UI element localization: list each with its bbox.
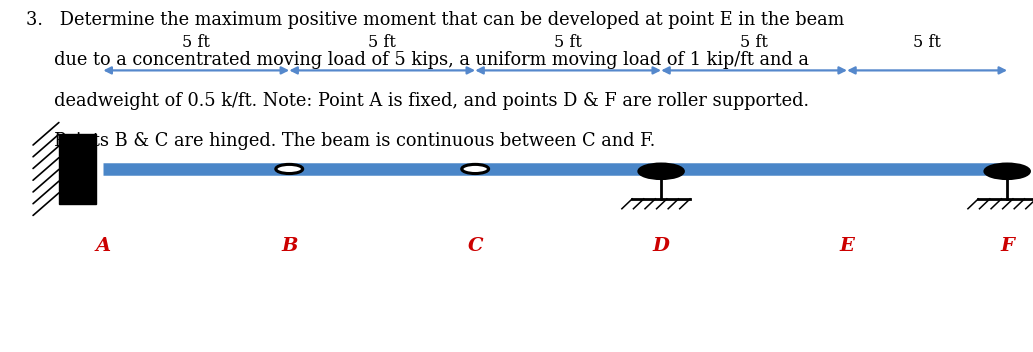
Text: 3.   Determine the maximum positive moment that can be developed at point E in t: 3. Determine the maximum positive moment… <box>26 11 844 29</box>
Circle shape <box>984 164 1030 179</box>
Text: 5 ft: 5 ft <box>183 34 210 51</box>
Bar <box>59 134 96 204</box>
Text: due to a concentrated moving load of 5 kips, a uniform moving load of 1 kip/ft a: due to a concentrated moving load of 5 k… <box>26 51 809 69</box>
Text: E: E <box>840 237 854 256</box>
Text: B: B <box>281 237 298 256</box>
Text: F: F <box>1000 237 1014 256</box>
Text: Points B & C are hinged. The beam is continuous between C and F.: Points B & C are hinged. The beam is con… <box>26 132 655 150</box>
Text: 5 ft: 5 ft <box>369 34 396 51</box>
Text: D: D <box>653 237 669 256</box>
Text: 5 ft: 5 ft <box>913 34 941 51</box>
Text: A: A <box>96 237 111 256</box>
Circle shape <box>462 164 489 174</box>
Text: 5 ft: 5 ft <box>555 34 582 51</box>
Text: 5 ft: 5 ft <box>741 34 768 51</box>
Text: C: C <box>467 237 483 256</box>
Text: deadweight of 0.5 k/ft. Note: Point A is fixed, and points D & F are roller supp: deadweight of 0.5 k/ft. Note: Point A is… <box>26 92 809 109</box>
Circle shape <box>638 164 684 179</box>
Circle shape <box>276 164 303 174</box>
